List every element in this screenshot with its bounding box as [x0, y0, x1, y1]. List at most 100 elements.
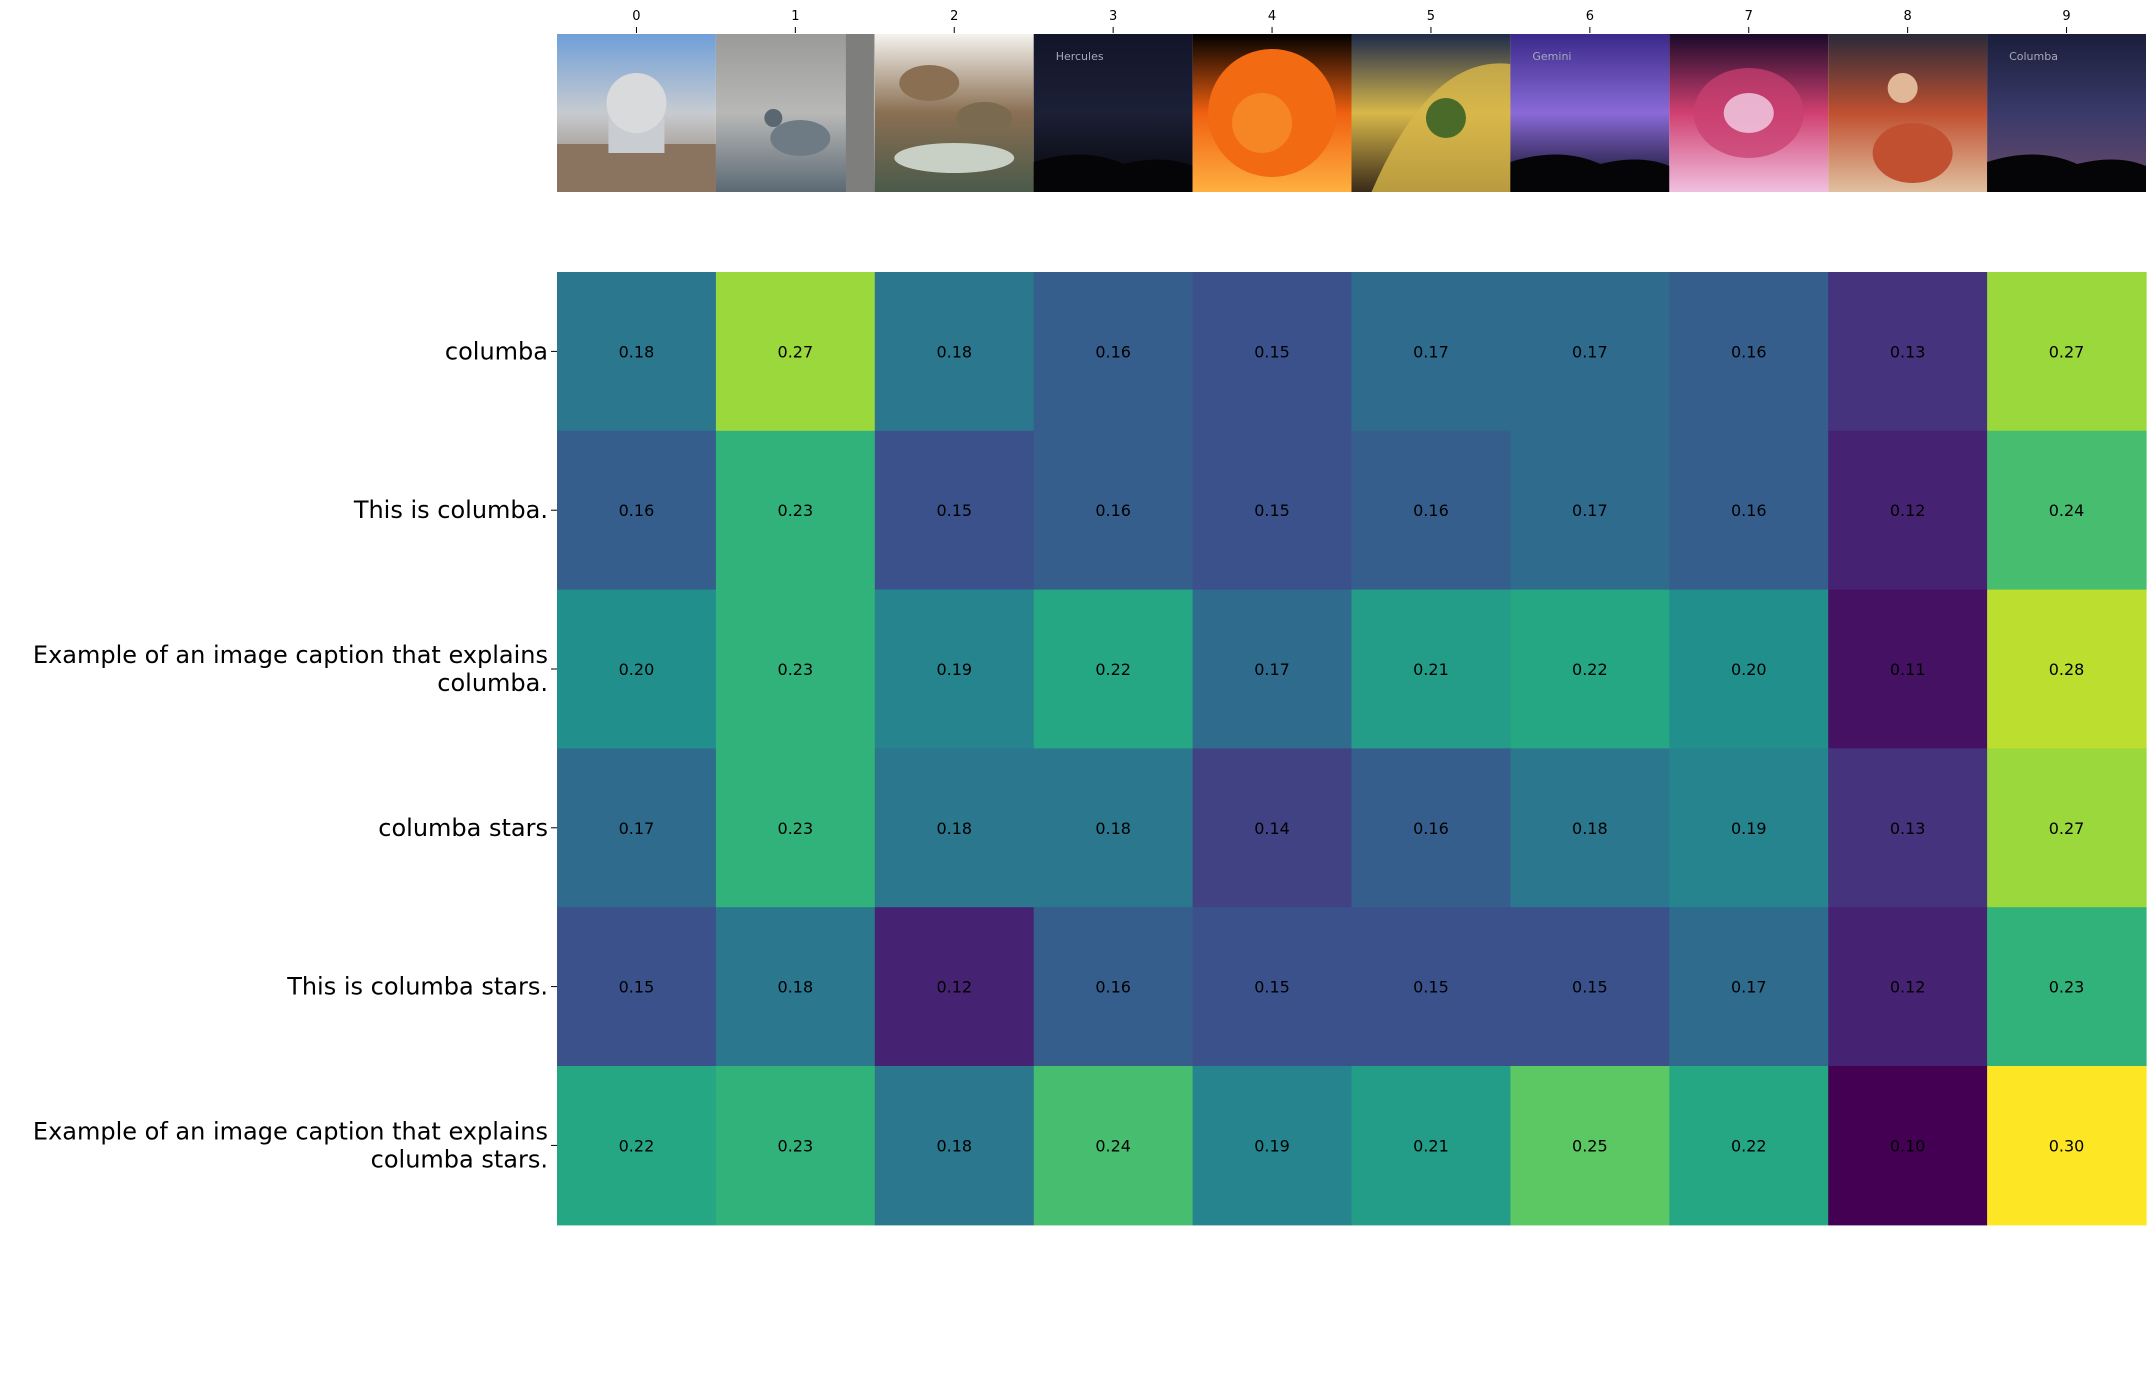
y-tick-label: columba: [445, 337, 548, 365]
cell-value-label: 0.23: [778, 1136, 814, 1155]
heatmap-cell: [874, 272, 1035, 432]
heatmap-cell: [874, 589, 1035, 749]
heatmap-cell: [1987, 272, 2147, 432]
cell-value-label: 0.25: [1572, 1136, 1608, 1155]
cell-value-label: 0.27: [2049, 342, 2085, 361]
cell-value-label: 0.16: [1413, 819, 1449, 838]
heatmap-cell: [1351, 430, 1511, 591]
heatmap-cell: [715, 907, 876, 1067]
cell-value-label: 0.17: [1254, 660, 1290, 679]
cell-value-label: 0.24: [2049, 501, 2085, 520]
cell-value-label: 0.27: [778, 342, 814, 361]
cell-value-label: 0.15: [1413, 978, 1449, 997]
heatmap-cell: [1669, 272, 1829, 432]
cell-value-label: 0.22: [1731, 1136, 1767, 1155]
heatmap-cell: [715, 589, 876, 749]
thumbnail-caption: Gemini: [1532, 50, 1571, 63]
heatmap-cell: [1828, 272, 1988, 432]
cell-value-label: 0.12: [1890, 501, 1926, 520]
heatmap-cell: [1987, 1066, 2147, 1226]
y-tick-label: This is columba.: [353, 496, 548, 524]
heatmap-cell: [1033, 907, 1194, 1067]
cell-value-label: 0.18: [936, 819, 972, 838]
horizon-silhouette: [1033, 154, 1193, 192]
x-tick-label: 3: [1109, 9, 1117, 24]
cell-value-label: 0.24: [1095, 1136, 1131, 1155]
singer-head: [1887, 73, 1918, 103]
heatmap-cell: [557, 748, 717, 908]
cell-value-label: 0.18: [1095, 819, 1131, 838]
cell-value-label: 0.15: [619, 978, 655, 997]
heatmap-cell: [1669, 589, 1829, 749]
heatmap-cell: [1510, 272, 1670, 432]
heatmap-cell: [1192, 272, 1353, 432]
cell-value-label: 0.23: [778, 501, 814, 520]
y-tick-label: columba stars: [378, 814, 548, 842]
bird-one: [899, 65, 960, 101]
heatmap-cell: [1510, 907, 1670, 1067]
heatmap-cell: [1987, 907, 2147, 1067]
y-tick-label: Example of an image caption that explain…: [33, 1117, 548, 1173]
nebula-photo: [1669, 34, 1829, 192]
cell-value-label: 0.16: [1095, 978, 1131, 997]
heatmap-cell: [1510, 430, 1670, 591]
heatmap-cell: [874, 907, 1035, 1067]
cell-value-label: 0.15: [1572, 978, 1608, 997]
bird-illustration: [874, 34, 1034, 192]
cell-value-label: 0.16: [619, 501, 655, 520]
x-tick-label: 2: [950, 9, 958, 24]
heatmap-cell: [1351, 272, 1511, 432]
heatmap-cell: [1828, 907, 1988, 1067]
cell-value-label: 0.28: [2049, 660, 2085, 679]
heatmap-cell: [1987, 748, 2147, 908]
heatmap-cell: [1033, 272, 1194, 432]
cell-value-label: 0.18: [778, 978, 814, 997]
heatmap-cell: [874, 1066, 1035, 1226]
heatmap-cell: [1669, 748, 1829, 908]
cell-value-label: 0.22: [1572, 660, 1608, 679]
cell-value-label: 0.23: [778, 819, 814, 838]
nebula-core: [1723, 93, 1774, 133]
cell-value-label: 0.30: [2049, 1136, 2085, 1155]
sun-photo: [1192, 34, 1352, 192]
night-sky-hercules: Hercules: [1033, 34, 1193, 192]
engraving-tree: [1425, 98, 1466, 138]
curb: [845, 34, 874, 192]
heatmap-cell: [1033, 589, 1194, 749]
cell-value-label: 0.15: [1254, 342, 1290, 361]
heatmap-cell: [1351, 589, 1511, 749]
cell-value-label: 0.18: [936, 1136, 972, 1155]
heatmap-cell: [1192, 589, 1353, 749]
heatmap-cell: [1828, 1066, 1988, 1226]
horizon-silhouette: [1987, 154, 2146, 192]
heatmap-cell: [557, 430, 717, 591]
heatmap-cell: [1669, 1066, 1829, 1226]
pigeon-body: [770, 120, 831, 156]
heatmap-cell: [1192, 907, 1353, 1067]
bird-two: [956, 102, 1013, 134]
heatmap-cell: [715, 430, 876, 591]
cell-value-label: 0.15: [1254, 501, 1290, 520]
cell-value-label: 0.11: [1890, 660, 1926, 679]
heatmap-cell: [1828, 748, 1988, 908]
heatmap-cell: [1192, 748, 1353, 908]
horizon-silhouette: [1510, 154, 1670, 192]
x-tick-label: 6: [1586, 9, 1594, 24]
cell-value-label: 0.16: [1413, 501, 1449, 520]
x-tick-label: 1: [791, 9, 799, 24]
cell-value-label: 0.15: [936, 501, 972, 520]
cell-value-label: 0.18: [619, 342, 655, 361]
heatmap-cell: [715, 1066, 876, 1226]
cell-value-label: 0.19: [1254, 1136, 1290, 1155]
y-tick-label: Example of an image caption that explain…: [33, 641, 548, 697]
observatory-dome-photo: [557, 34, 716, 192]
cell-value-label: 0.15: [1254, 978, 1290, 997]
x-tick-label: 5: [1427, 9, 1435, 24]
cell-value-label: 0.23: [2049, 978, 2085, 997]
heatmap-cell: [1828, 589, 1988, 749]
flammarion-engraving: [1351, 34, 1511, 192]
cell-value-label: 0.14: [1254, 819, 1290, 838]
heatmap-cell: [1669, 907, 1829, 1067]
